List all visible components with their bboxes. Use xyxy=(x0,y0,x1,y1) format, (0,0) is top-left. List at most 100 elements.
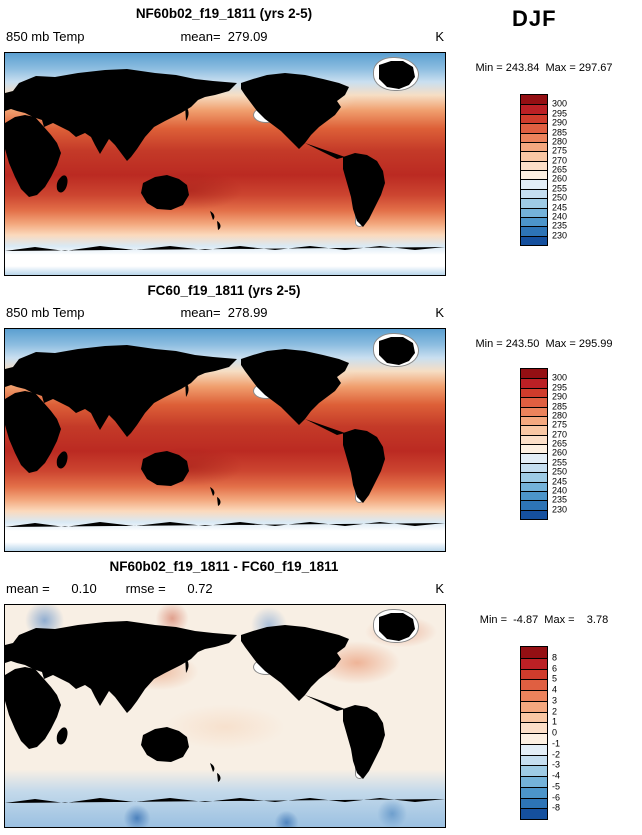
colorbar-segment xyxy=(521,808,547,819)
colorbar-segment xyxy=(521,434,547,444)
colorbar-tick-label: 4 xyxy=(552,684,558,695)
colorbar-tick-label: 240 xyxy=(552,211,568,222)
colorbar-tick-label: 255 xyxy=(552,183,568,194)
colorbar-segment xyxy=(521,786,547,798)
colorbar-tick-label: 280 xyxy=(552,136,568,147)
colorbar-tick-label: 290 xyxy=(552,117,568,128)
map-panel3-difference xyxy=(4,604,446,828)
colorbar-tick-label: 275 xyxy=(552,419,568,430)
colorbar-tick-label: -3 xyxy=(552,759,561,770)
colorbar-segment xyxy=(521,481,547,491)
colorbar-tick-label: 300 xyxy=(552,372,568,383)
colorbar-tick-label: 280 xyxy=(552,410,568,421)
colorbar-tick-label: -5 xyxy=(552,781,561,792)
map-panel2-temperature xyxy=(4,328,446,552)
colorbar-segment xyxy=(521,141,547,152)
colorbar-segment xyxy=(521,378,547,388)
colorbar-tick-label: 240 xyxy=(552,485,568,496)
colorbar-segment xyxy=(521,500,547,510)
panel2-minmax-stats: Min = 243.50 Max = 295.99 xyxy=(475,338,613,350)
colorbar-segment xyxy=(521,700,547,712)
colorbar-segment xyxy=(521,132,547,142)
panel1-units-label: K xyxy=(435,29,444,44)
coastline-overlay xyxy=(5,337,445,527)
colorbar-segment xyxy=(521,743,547,755)
panel1-minmax-stats: Min = 243.84 Max = 297.67 xyxy=(475,62,613,74)
colorbar-tick-label: 6 xyxy=(552,663,558,673)
colorbar-tick-label: 5 xyxy=(552,673,558,684)
colorbar-segment xyxy=(521,668,547,680)
colorbar-tick-label: 250 xyxy=(552,466,568,477)
colorbar-segment xyxy=(521,415,547,426)
colorbar-tick-label: 295 xyxy=(552,108,568,119)
colorbar-tick-label: 295 xyxy=(552,382,568,393)
panel3-colorbar: 8 6 5 4 3 2 1 0 -1 -2 -3 -4 -5 -6 -8 xyxy=(520,646,560,820)
panel1-title: NF60b02_f19_1811 (yrs 2-5) xyxy=(135,6,313,21)
colorbar-segment xyxy=(521,754,547,766)
panel3-title: NF60b02_f19_1811 - FC60_f19_1811 xyxy=(109,559,339,574)
colorbar-tick-label: 3 xyxy=(552,695,558,706)
colorbar-tick-label: 2 xyxy=(552,706,558,716)
colorbar-segment xyxy=(521,113,547,124)
panel3-mean-rmse-label: mean = 0.10 rmse = 0.72 xyxy=(6,581,213,596)
colorbar-tick-label: 1 xyxy=(552,716,558,727)
colorbar-segment xyxy=(521,776,547,787)
colorbar-segment xyxy=(521,690,547,701)
colorbar-segment xyxy=(521,95,547,105)
colorbar-segment xyxy=(521,797,547,809)
colorbar-segment xyxy=(521,216,547,227)
colorbar-segment xyxy=(521,123,547,133)
colorbar-segment xyxy=(521,226,547,236)
colorbar-tick-label: -6 xyxy=(552,792,561,802)
colorbar-tick-label: 270 xyxy=(552,429,568,440)
panel2-variable-label: 850 mb Temp xyxy=(6,305,85,320)
coastline-overlay xyxy=(5,61,445,251)
colorbar-tick-label: 290 xyxy=(552,391,568,402)
colorbar-segment xyxy=(521,179,547,189)
panel1-mean-label: mean= 279.09 xyxy=(180,29,268,44)
panel2-colorbar: 300 295 290 285 280 275 270 265 260 255 250 245 240 2… xyxy=(520,368,567,520)
colorbar-segment xyxy=(521,509,547,519)
colorbar-segment xyxy=(521,397,547,407)
coastline-overlay xyxy=(5,613,445,803)
colorbar-segment xyxy=(521,406,547,416)
colorbar-tick-label: 245 xyxy=(552,476,568,486)
map-panel1-temperature xyxy=(4,52,446,276)
colorbar-tick-label: 265 xyxy=(552,438,568,449)
colorbar-segment xyxy=(521,733,547,744)
colorbar-segment xyxy=(521,170,547,180)
colorbar-tick-label: 250 xyxy=(552,192,568,203)
colorbar-segment xyxy=(521,462,547,473)
panel1-variable-label: 850 mb Temp xyxy=(6,29,85,44)
colorbar-tick-label: 0 xyxy=(552,727,558,738)
panel2-title: FC60_f19_1811 (yrs 2-5) xyxy=(147,283,301,298)
colorbar-segment xyxy=(521,235,547,245)
colorbar-tick-label: 275 xyxy=(552,145,568,156)
colorbar-segment xyxy=(521,679,547,690)
colorbar-segment xyxy=(521,657,547,669)
colorbar-segment xyxy=(521,387,547,398)
colorbar-segment xyxy=(521,647,547,658)
colorbar-segment xyxy=(521,198,547,208)
colorbar-segment xyxy=(521,425,547,435)
colorbar-tick-label: 245 xyxy=(552,202,568,212)
colorbar-segment xyxy=(521,453,547,463)
panel2-units-label: K xyxy=(435,305,444,320)
colorbar-segment xyxy=(521,104,547,114)
colorbar-tick-label: -4 xyxy=(552,770,561,781)
panel3-units-label: K xyxy=(435,581,444,596)
colorbar-tick-label: 8 xyxy=(552,652,558,663)
colorbar-tick-label: 235 xyxy=(552,494,568,505)
colorbar-segment xyxy=(521,722,547,733)
colorbar-segment xyxy=(521,490,547,501)
panel3-minmax-stats: Min = -4.87 Max = 3.78 xyxy=(479,614,609,626)
colorbar-tick-label: 270 xyxy=(552,155,568,166)
colorbar-tick-label: 265 xyxy=(552,164,568,175)
colorbar-tick-label: 300 xyxy=(552,98,568,109)
colorbar-tick-label: -8 xyxy=(552,802,561,813)
colorbar-tick-label: 230 xyxy=(552,504,568,515)
colorbar-segment xyxy=(521,151,547,161)
colorbar-segment xyxy=(521,207,547,217)
colorbar-tick-label: 285 xyxy=(552,401,568,411)
season-label: DJF xyxy=(512,6,557,31)
